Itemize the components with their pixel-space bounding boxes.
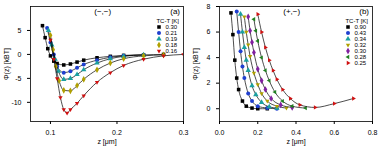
html-text:0.19: 0.19 bbox=[165, 36, 178, 42]
svg-text:Φ(z) [kBT]: Φ(z) [kBT] bbox=[192, 48, 200, 80]
svg-text:0: 0 bbox=[18, 51, 22, 58]
svg-text:5: 5 bbox=[18, 27, 22, 34]
svg-text:-10: -10 bbox=[11, 99, 21, 106]
svg-text:6: 6 bbox=[207, 28, 211, 35]
svg-text:0.0: 0.0 bbox=[215, 129, 225, 136]
svg-text:0.6: 0.6 bbox=[329, 129, 339, 136]
svg-text:0.2: 0.2 bbox=[253, 129, 263, 136]
svg-text:z [μm]: z [μm] bbox=[97, 138, 116, 146]
html-text:0.34: 0.34 bbox=[354, 36, 367, 42]
html-text:0.32: 0.32 bbox=[354, 42, 367, 48]
svg-text:0.2: 0.2 bbox=[112, 129, 122, 136]
svg-text:-5: -5 bbox=[15, 75, 21, 82]
html-text:0.30: 0.30 bbox=[165, 24, 178, 30]
html-text:0.25: 0.25 bbox=[354, 60, 367, 66]
svg-text:Φ(z) [kBT]: Φ(z) [kBT] bbox=[3, 48, 11, 80]
svg-text:2: 2 bbox=[207, 79, 211, 86]
html-text:TC-T [K]: TC-T [K] bbox=[345, 18, 368, 24]
html-text:0.16: 0.16 bbox=[165, 48, 178, 54]
html-text:0.90: 0.90 bbox=[354, 24, 367, 30]
html-text:0.30: 0.30 bbox=[354, 48, 367, 54]
html-text:0.21: 0.21 bbox=[165, 30, 178, 36]
html-text:(b): (b) bbox=[359, 7, 369, 16]
svg-text:z [μm]: z [μm] bbox=[286, 138, 305, 146]
html-text:0.43: 0.43 bbox=[354, 30, 367, 36]
svg-text:0: 0 bbox=[207, 105, 211, 112]
svg-text:4: 4 bbox=[207, 54, 211, 61]
svg-text:0.1: 0.1 bbox=[46, 129, 56, 136]
svg-text:0.4: 0.4 bbox=[291, 129, 301, 136]
html-text:0.18: 0.18 bbox=[165, 42, 178, 48]
html-text:(a): (a) bbox=[170, 7, 180, 16]
svg-text:0.3: 0.3 bbox=[179, 129, 189, 136]
html-text:TC-T [K]: TC-T [K] bbox=[156, 18, 179, 24]
svg-text:8: 8 bbox=[207, 3, 211, 10]
svg-text:0.8: 0.8 bbox=[368, 129, 378, 136]
html-text:0.28: 0.28 bbox=[354, 54, 367, 60]
